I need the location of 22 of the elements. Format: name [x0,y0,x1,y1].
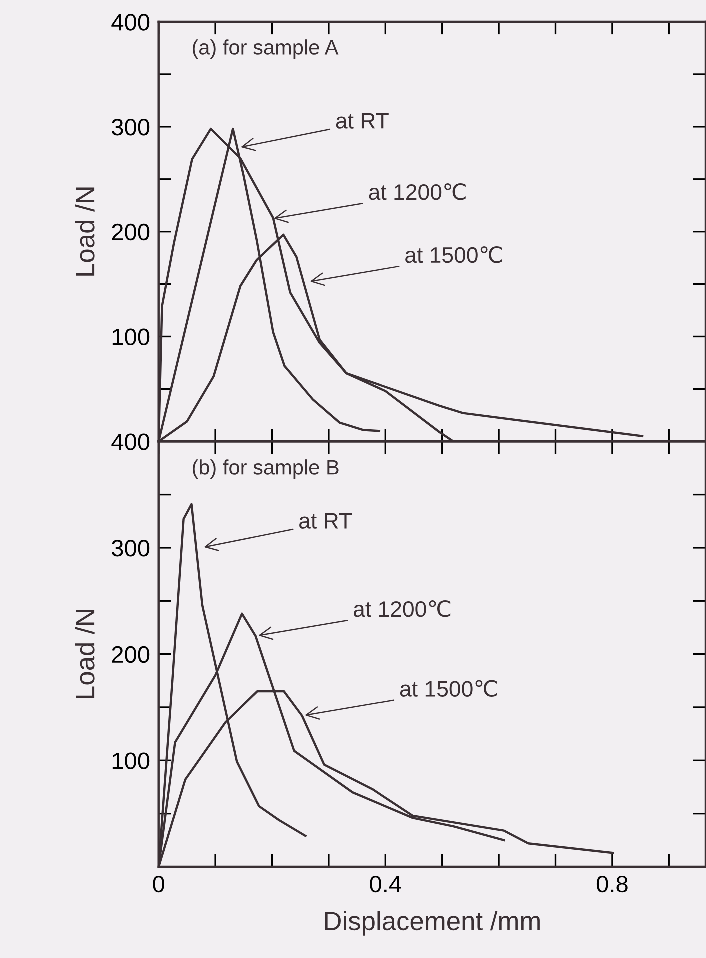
x-tick-label: 0 [153,876,164,893]
x-axis-title: Displacement /mm [325,911,540,936]
y-axis-title: Load /N [75,610,95,698]
y-tick-label: 300 [112,540,150,557]
annotation: at RT [300,513,352,529]
annotation: at 1500℃ [400,680,498,698]
y-tick-label: 100 [112,328,150,346]
annotation: at 1500℃ [406,246,502,264]
text: (a) for sample A [192,40,339,60]
y-tick-label: 200 [112,646,150,664]
x-tick-label: 0.4 [370,876,402,893]
y-tick-label: 200 [112,224,150,241]
annotation: at 1200℃ [369,184,466,200]
y-tick-label: 400 [112,434,150,450]
y-tick-label: 400 [112,14,150,31]
text: (b) for sample B [192,460,339,479]
y-axis-title: Load /N [75,188,95,276]
annotation: at 1200℃ [354,600,451,618]
annotation: at RT [336,113,389,129]
y-tick-label: 100 [112,752,150,770]
y-tick-label: 300 [112,119,150,136]
x-tick-label: 0.8 [596,876,628,893]
